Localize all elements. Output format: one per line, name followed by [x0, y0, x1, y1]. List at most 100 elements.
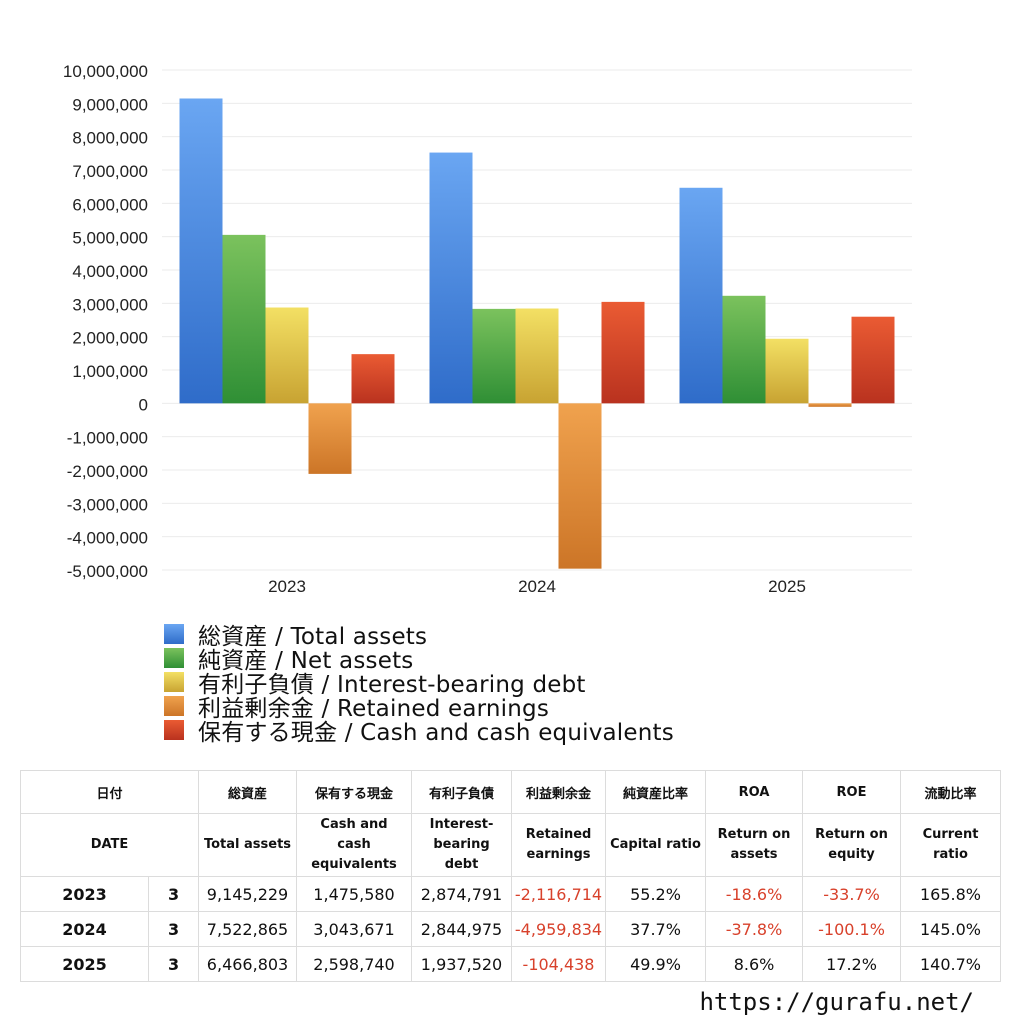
legend-label: 純資産 / Net assets — [198, 648, 414, 674]
row-current-ratio: 140.7% — [900, 946, 1002, 982]
row-roa: 8.6% — [705, 946, 804, 982]
row-current-ratio: 165.8% — [900, 876, 1002, 912]
y-tick-label: 9,000,000 — [72, 95, 148, 114]
bar — [515, 308, 559, 404]
bar — [808, 403, 852, 407]
legend-swatch-retained-earnings — [164, 696, 184, 716]
bar-chart: 10,000,000 9,000,000 8,000,000 7,000,000 6,0… — [63, 62, 912, 596]
header-capital-ratio-en: Capital ratio — [605, 813, 707, 877]
y-tick-label: -1,000,000 — [67, 429, 148, 448]
row-cash: 2,598,740 — [296, 946, 413, 982]
y-tick-label: 4,000,000 — [72, 262, 148, 281]
legend-label: 総資産 / Total assets — [198, 624, 428, 650]
row-debt: 1,937,520 — [411, 946, 513, 982]
row-capital-ratio: 55.2% — [605, 876, 707, 912]
header-current-ratio-jp: 流動比率 — [900, 770, 1002, 814]
y-tick-label: 3,000,000 — [72, 295, 148, 314]
header-debt-jp: 有利子負債 — [411, 770, 513, 814]
row-year: 2025 — [20, 946, 149, 982]
bar — [179, 98, 223, 404]
header-date-jp: 日付 — [19, 770, 200, 814]
x-tick-label: 2023 — [268, 577, 306, 596]
row-capital-ratio: 49.9% — [605, 946, 707, 982]
header-roe-jp: ROE — [802, 770, 902, 814]
bar — [765, 338, 809, 404]
legend-swatch-interest-bearing-debt — [164, 672, 184, 692]
row-retained: -104,438 — [511, 946, 607, 982]
row-capital-ratio: 37.7% — [605, 911, 707, 947]
table-row: 2024 3 7,522,865 3,043,671 2,844,975 -4,… — [20, 911, 1002, 947]
y-tick-label: 6,000,000 — [72, 195, 148, 214]
header-date-en: DATE — [19, 813, 200, 877]
row-total-assets: 6,466,803 — [198, 946, 298, 982]
legend-item-total-assets: 総資産 / Total assets — [164, 622, 674, 650]
bar — [222, 234, 266, 404]
row-retained: -4,959,834 — [511, 911, 607, 947]
legend-label: 保有する現金 / Cash and cash equivalents — [198, 720, 674, 746]
y-tick-label: 2,000,000 — [72, 329, 148, 348]
row-roe: -33.7% — [802, 876, 902, 912]
bar — [601, 301, 645, 404]
legend-swatch-total-assets — [164, 624, 184, 644]
site-url[interactable]: https://gurafu.net/ — [699, 988, 974, 1016]
row-roe: -100.1% — [802, 911, 902, 947]
y-tick-label: -4,000,000 — [67, 529, 148, 548]
legend-swatch-net-assets — [164, 648, 184, 668]
header-cash-en: Cash and cash equivalents — [296, 813, 413, 877]
header-roa-en: Return on assets — [705, 813, 804, 877]
bar — [308, 403, 352, 474]
header-capital-ratio-jp: 純資産比率 — [605, 770, 707, 814]
row-roe: 17.2% — [802, 946, 902, 982]
y-tick-label: -5,000,000 — [67, 562, 148, 581]
y-tick-label: -3,000,000 — [67, 495, 148, 514]
financial-metrics-table: 日付 総資産 保有する現金 有利子負債 利益剰余金 純資産比率 ROA ROE … — [19, 770, 1002, 982]
row-total-assets: 9,145,229 — [198, 876, 298, 912]
row-retained: -2,116,714 — [511, 876, 607, 912]
row-year: 2024 — [20, 911, 149, 947]
y-tick-label: -2,000,000 — [67, 462, 148, 481]
y-tick-label: 7,000,000 — [72, 162, 148, 181]
y-tick-label: 8,000,000 — [72, 129, 148, 148]
row-cash: 1,475,580 — [296, 876, 413, 912]
bar — [679, 187, 723, 404]
header-total-assets-en: Total assets — [198, 813, 298, 877]
row-total-assets: 7,522,865 — [198, 911, 298, 947]
legend-item-interest-bearing-debt: 有利子負債 / Interest-bearing debt — [164, 670, 674, 698]
row-month: 3 — [147, 946, 200, 982]
legend-item-retained-earnings: 利益剰余金 / Retained earnings — [164, 694, 674, 722]
bar — [851, 316, 895, 404]
header-roe-en: Return on equity — [802, 813, 902, 877]
header-debt-en: Interest-bearing debt — [411, 813, 513, 877]
header-retained-jp: 利益剰余金 — [511, 770, 607, 814]
legend-item-net-assets: 純資産 / Net assets — [164, 646, 674, 674]
bar — [351, 354, 395, 404]
header-total-assets-jp: 総資産 — [198, 770, 298, 814]
table-header-row-en: DATE Total assets Cash and cash equivale… — [19, 813, 1002, 877]
row-current-ratio: 145.0% — [900, 911, 1002, 947]
x-tick-label: 2025 — [768, 577, 806, 596]
row-roa: -18.6% — [705, 876, 804, 912]
y-tick-label: 5,000,000 — [72, 229, 148, 248]
row-debt: 2,874,791 — [411, 876, 513, 912]
bar — [472, 308, 516, 404]
header-retained-en: Retained earnings — [511, 813, 607, 877]
legend-swatch-cash — [164, 720, 184, 740]
chart-legend: 総資産 / Total assets 純資産 / Net assets 有利子負… — [164, 622, 674, 746]
row-month: 3 — [147, 911, 200, 947]
header-roa-jp: ROA — [705, 770, 804, 814]
legend-item-cash: 保有する現金 / Cash and cash equivalents — [164, 718, 674, 746]
row-debt: 2,844,975 — [411, 911, 513, 947]
legend-label: 有利子負債 / Interest-bearing debt — [198, 672, 586, 698]
table-header-row-jp: 日付 総資産 保有する現金 有利子負債 利益剰余金 純資産比率 ROA ROE … — [19, 770, 1002, 814]
row-cash: 3,043,671 — [296, 911, 413, 947]
header-current-ratio-en: Current ratio — [900, 813, 1002, 877]
header-cash-jp: 保有する現金 — [296, 770, 413, 814]
row-roa: -37.8% — [705, 911, 804, 947]
y-tick-label: 0 — [139, 395, 148, 414]
row-year: 2023 — [20, 876, 149, 912]
bar — [265, 307, 309, 404]
bar — [429, 152, 473, 404]
bar — [722, 295, 766, 404]
row-month: 3 — [147, 876, 200, 912]
y-tick-label: 1,000,000 — [72, 362, 148, 381]
